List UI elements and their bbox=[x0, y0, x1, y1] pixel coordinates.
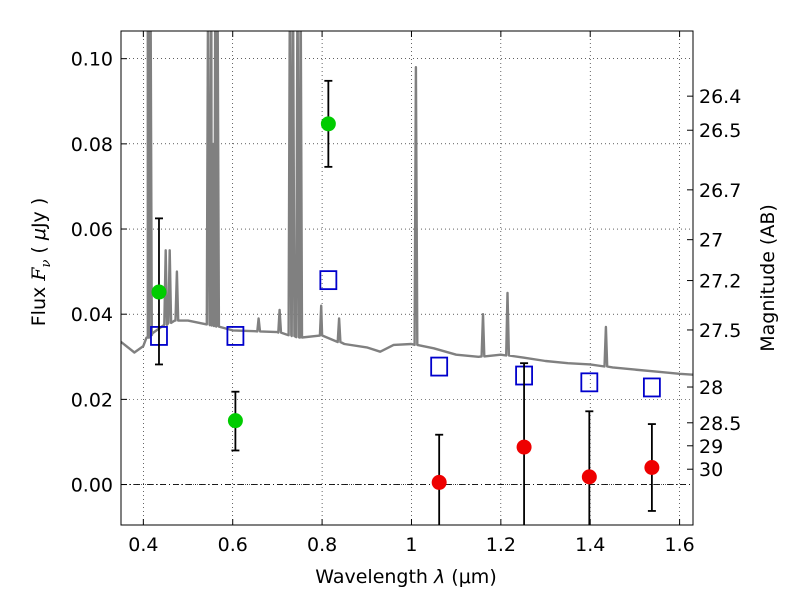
x-tick-label: 1.6 bbox=[664, 534, 694, 556]
model-spectrum-line bbox=[121, 31, 693, 376]
y-axis-label: Flux Fν ( μJy ) bbox=[28, 198, 54, 327]
y-tick-label: 0.10 bbox=[71, 49, 113, 71]
observed-optical-point bbox=[151, 284, 167, 300]
x-tick-label: 0.6 bbox=[218, 534, 248, 556]
y-tick-label: 0.08 bbox=[71, 134, 113, 156]
y-tick-label: 0.06 bbox=[71, 219, 113, 241]
x-tick-label: 0.8 bbox=[307, 534, 337, 556]
x-tick-label: 0.4 bbox=[128, 534, 158, 556]
mag-tick-label: 26.4 bbox=[699, 86, 741, 108]
x-tick-label: 1.2 bbox=[486, 534, 516, 556]
y-tick-label: 0.04 bbox=[71, 304, 113, 326]
plot-content bbox=[121, 31, 693, 525]
mag-tick-label: 27.5 bbox=[699, 320, 741, 342]
x-tick-label: 1.4 bbox=[575, 534, 605, 556]
y2-axis-label: Magnitude (AB) bbox=[757, 204, 779, 352]
x-tick-label: 1 bbox=[405, 534, 417, 556]
observed-nir-point bbox=[644, 460, 660, 476]
mag-tick-label: 28 bbox=[699, 377, 723, 399]
observed-nir-point bbox=[516, 439, 532, 455]
observed-optical-point bbox=[320, 116, 336, 132]
x-axis-label: Wavelength λ (μm) bbox=[315, 566, 496, 588]
plot-frame bbox=[120, 30, 694, 526]
mag-tick-label: 28.5 bbox=[699, 413, 741, 435]
mag-tick-label: 29 bbox=[699, 436, 723, 458]
model-photometry-point bbox=[226, 326, 245, 346]
axis-ticks: 0.4 0.6 0.8 1 1.2 1.4 1.6 0.00 0.02 0.04 0.06 0.08 0… bbox=[71, 31, 741, 556]
observed-nir-point bbox=[581, 469, 597, 485]
y-tick-label: 0.00 bbox=[71, 475, 113, 497]
model-photometry-point bbox=[642, 377, 661, 398]
mag-tick-label: 27.2 bbox=[699, 271, 741, 293]
model-photometry-point bbox=[430, 356, 449, 377]
model-photometry-point bbox=[580, 372, 599, 393]
mag-tick-label: 26.7 bbox=[699, 180, 741, 202]
mag-tick-label: 26.5 bbox=[699, 120, 741, 142]
observed-optical-point bbox=[227, 413, 243, 429]
y-tick-label: 0.02 bbox=[71, 389, 113, 411]
mag-tick-label: 27 bbox=[699, 230, 723, 252]
model-photometry-point bbox=[319, 270, 338, 291]
grid bbox=[121, 31, 693, 525]
mag-tick-label: 30 bbox=[699, 459, 723, 481]
observed-nir-point bbox=[431, 474, 447, 490]
